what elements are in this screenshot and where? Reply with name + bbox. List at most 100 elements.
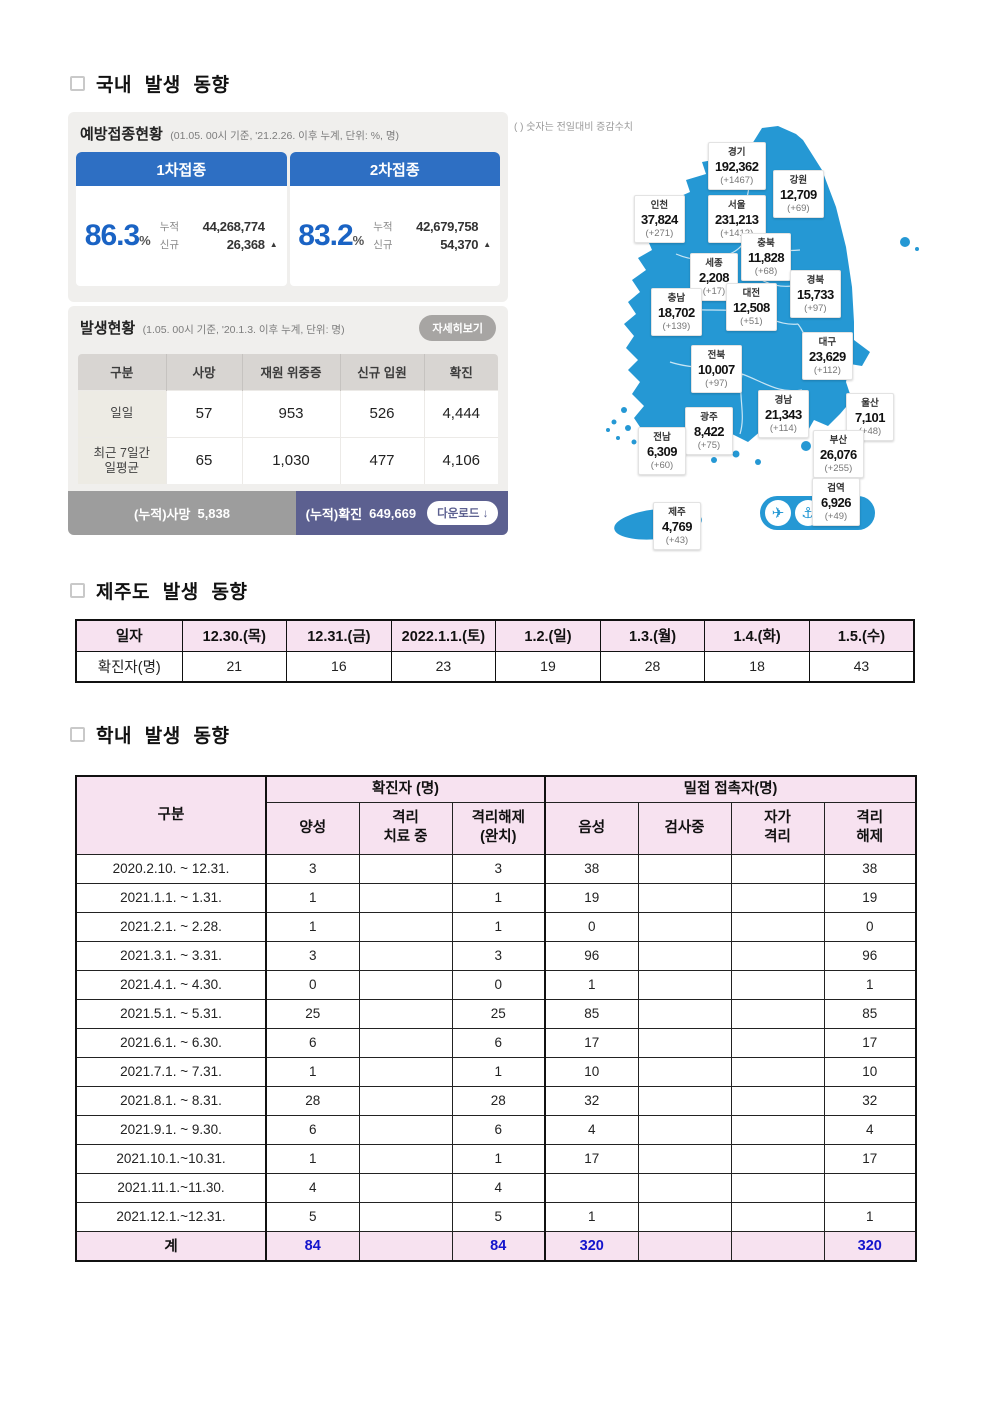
school-cell: 3	[265, 940, 360, 971]
cumulative-confirmed-value: 649,669	[369, 505, 417, 521]
school-cell: 17	[544, 1143, 639, 1174]
map-region-value: 12,709	[780, 187, 817, 202]
map-region-value: 6,926	[820, 495, 852, 510]
map-region-name: 서울	[728, 200, 746, 211]
outbreak-table-body: 일일 57 953 526 4,444 최근 7일간 일평균 65 1,030 477 4,106	[78, 389, 498, 484]
map-region-delta: (+48)	[858, 426, 882, 437]
school-cell	[823, 1172, 917, 1203]
map-region-value: 12,508	[733, 300, 770, 315]
school-cell: 1	[823, 969, 917, 1000]
jeju-header-cell: 1.5.(수)	[808, 619, 915, 652]
download-button[interactable]: 다운로드 ↓	[427, 501, 499, 525]
school-cell	[730, 1114, 825, 1145]
checkbox-icon	[70, 583, 85, 598]
airplane-icon: ✈	[765, 500, 791, 526]
school-cell	[544, 1172, 639, 1203]
jeju-value: 43	[808, 650, 915, 683]
school-cell: 4	[823, 1114, 917, 1145]
outbreak-panel-header: 발생현황 (1.05. 00시 기준, '20.1.3. 이후 누계, 단위: …	[68, 306, 508, 341]
second-dose-percent: 83.2%	[298, 219, 364, 253]
detail-view-button[interactable]: 자세히보기	[419, 315, 496, 341]
outbreak-panel: 발생현황 (1.05. 00시 기준, '20.1.3. 이후 누계, 단위: …	[68, 306, 508, 535]
map-region-value: 11,828	[748, 250, 785, 265]
cumulative-confirmed: (누적)확진 649,669 다운로드 ↓	[296, 491, 508, 535]
school-cell	[358, 853, 453, 884]
map-region-label: 경기 192,362 (+1467)	[708, 142, 766, 190]
map-region-label: 대구 23,629 (+112)	[802, 332, 853, 380]
school-cell: 28	[451, 1085, 546, 1116]
school-cell	[730, 1056, 825, 1087]
jeju-data-row: 확진자(명) 21 16 23 19 28 18 43	[75, 650, 915, 683]
jeju-value: 21	[181, 650, 288, 683]
school-cell	[730, 1143, 825, 1174]
school-cell: 6	[451, 1027, 546, 1058]
map-region-delta: (+1412)	[720, 228, 754, 239]
map-region-name: 광주	[700, 412, 718, 423]
school-cell	[358, 1085, 453, 1116]
school-cell	[730, 1085, 825, 1116]
map-region-name: 경기	[728, 147, 746, 158]
map-region-label: 인천 37,824 (+271)	[634, 195, 685, 243]
jeju-value: 19	[495, 650, 601, 683]
outbreak-row-label: 일일	[78, 389, 166, 437]
section-title-text: 학내 발생 동향	[96, 726, 230, 747]
school-cell: 1	[451, 911, 546, 942]
school-table: 구분 확진자 (명) 밀접 접촉자(명) 양성 격리 치료 중 격리해제 (완치) 음…	[75, 775, 918, 1262]
outbreak-row-label: 최근 7일간 일평균	[78, 436, 166, 484]
map-region-value: 4,769	[661, 519, 693, 534]
section-title-text: 국내 발생 동향	[96, 75, 230, 96]
map-region-value: 21,343	[765, 407, 802, 422]
outbreak-value: 1,030	[241, 436, 340, 484]
school-period: 2021.6.1. ~ 6.30.	[75, 1027, 267, 1058]
school-cell: 1	[265, 882, 360, 913]
map-region-label: 경북 15,733 (+97)	[790, 270, 841, 318]
map-region-name: 검역	[827, 483, 845, 494]
school-cell: 0	[823, 911, 917, 942]
school-period: 2021.7.1. ~ 7.31.	[75, 1056, 267, 1087]
outbreak-header-cell: 사망	[165, 354, 242, 390]
school-row: 2021.9.1. ~ 9.30. 6 6 4 4	[75, 1114, 917, 1145]
cumulative-deaths: (누적)사망 5,838	[68, 491, 296, 535]
map-labels: 경기 192,362 (+1467) 강원 12,709 (+69) 인천 37,824 (+2…	[510, 112, 932, 560]
new-value: 26,368	[226, 237, 265, 252]
map-region-label: 제주 4,769 (+43)	[653, 502, 701, 550]
map-region-value: 18,702	[658, 305, 695, 320]
school-period: 2021.1.1. ~ 1.31.	[75, 882, 267, 913]
school-cell	[637, 998, 732, 1029]
school-cell: 0	[544, 911, 639, 942]
school-cell	[358, 1056, 453, 1087]
vaccination-panel: 예방접종현황 (01.05. 00시 기준, '21.2.26. 이후 누계, …	[68, 112, 508, 302]
map-region-name: 대구	[818, 337, 837, 348]
map-region-name: 전남	[653, 432, 671, 443]
new-value: 54,370	[440, 237, 479, 252]
first-dose-cumulative: 누적 44,268,774	[160, 218, 278, 236]
map-region-value: 23,629	[809, 349, 846, 364]
school-subheader-cell: 음성	[544, 801, 639, 855]
checkbox-icon	[70, 76, 85, 91]
school-cell	[358, 940, 453, 971]
download-button-label: 다운로드	[437, 508, 480, 520]
map-region-name: 울산	[861, 398, 879, 409]
school-cell: 96	[544, 940, 639, 971]
school-period: 2021.10.1.~10.31.	[75, 1143, 267, 1174]
jeju-header-cell: 1.4.(화)	[704, 619, 810, 652]
school-row: 2021.10.1.~10.31. 1 1 17 17	[75, 1143, 917, 1174]
school-total-label: 계	[75, 1230, 267, 1262]
school-row: 2020.2.10. ~ 12.31. 3 3 38 38	[75, 853, 917, 884]
outbreak-value: 477	[339, 436, 424, 484]
school-period: 2021.9.1. ~ 9.30.	[75, 1114, 267, 1145]
percent-unit: %	[352, 233, 365, 248]
school-cell	[730, 853, 825, 884]
cumulative-death-value: 5,838	[197, 505, 231, 521]
school-cell: 0	[265, 969, 360, 1000]
map-region-name: 충남	[667, 293, 686, 304]
school-row: 2021.1.1. ~ 1.31. 1 1 19 19	[75, 882, 917, 913]
school-period: 2021.5.1. ~ 5.31.	[75, 998, 267, 1029]
school-cell: 3	[265, 853, 360, 884]
map-region-delta: (+112)	[813, 365, 841, 376]
school-cell	[358, 911, 453, 942]
school-row: 2021.5.1. ~ 5.31. 25 25 85 85	[75, 998, 917, 1029]
map-note: ( ) 숫자는 전일대비 증감수치	[514, 122, 633, 133]
map-region-name: 전북	[707, 350, 726, 361]
